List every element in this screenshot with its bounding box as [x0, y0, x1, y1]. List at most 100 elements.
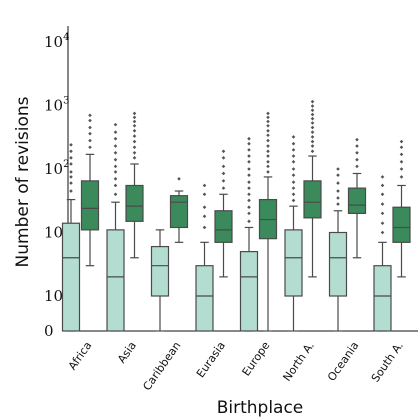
outlier-point [113, 192, 118, 197]
outlier-point [247, 211, 251, 216]
outlier-point [399, 167, 404, 171]
outlier-point [266, 119, 270, 124]
y-tick-label: 104 [44, 32, 69, 51]
outlier-point [399, 139, 404, 144]
outlier-point [291, 159, 296, 164]
box [303, 180, 322, 219]
outlier-point [310, 130, 315, 134]
box [106, 229, 125, 332]
outlier-point [113, 150, 118, 155]
outlier-point [69, 149, 73, 154]
outlier-point [247, 148, 251, 152]
outlier-point [69, 143, 73, 147]
outlier-point [336, 167, 340, 171]
boxes [61, 99, 411, 332]
box [284, 229, 303, 297]
x-tick-label: Asia [115, 339, 139, 365]
outlier-point [221, 171, 226, 176]
outlier-point [113, 122, 118, 127]
box [239, 251, 259, 332]
outlier-point [310, 108, 315, 113]
outlier-point [266, 154, 270, 158]
outlier-point [202, 192, 207, 197]
outlier-point [291, 141, 296, 146]
outlier-point [310, 112, 315, 117]
outlier-point [247, 180, 251, 184]
outlier-point [336, 202, 340, 206]
outlier-point [291, 154, 296, 158]
outlier-point [336, 196, 340, 200]
outlier-point [266, 170, 270, 174]
box [392, 206, 411, 243]
box [347, 187, 367, 214]
outlier-point [310, 99, 315, 104]
box [150, 245, 170, 297]
outlier-point [266, 133, 270, 138]
outlier-point [266, 111, 270, 116]
y-axis-label: Number of revisions [13, 96, 33, 267]
outlier-point [291, 198, 296, 203]
outlier-point [132, 123, 137, 128]
outlier-point [291, 192, 296, 197]
outlier-point [221, 149, 226, 154]
outlier-point [132, 156, 137, 160]
outlier-point [221, 186, 226, 190]
outlier-point [247, 154, 251, 158]
outlier-point [88, 125, 92, 130]
outlier-point [355, 137, 359, 142]
outlier-point [380, 230, 385, 235]
box [80, 180, 100, 231]
outlier-point [291, 167, 296, 171]
outlier-point [310, 104, 315, 108]
outlier-point [221, 179, 226, 183]
outlier-point [355, 157, 359, 162]
outlier-point [266, 138, 270, 143]
outlier-point [266, 164, 270, 169]
outlier-point [113, 183, 118, 188]
x-tick-label: North A. [280, 339, 317, 383]
outlier-point [247, 205, 251, 210]
outlier-point [310, 121, 315, 125]
outlier-point [69, 181, 73, 185]
outlier-point [113, 177, 118, 181]
box [214, 210, 233, 243]
x-tick-label: Eurasia [194, 339, 228, 380]
outlier-point [88, 113, 92, 118]
outlier-point [132, 134, 137, 138]
outlier-point [132, 119, 137, 124]
outlier-point [247, 198, 251, 203]
x-tick-labels: Africa Asia Caribbean Eurasia Europe North A.… [66, 339, 406, 393]
outlier-point [291, 148, 296, 152]
outlier-point [380, 202, 385, 206]
outlier-point [113, 170, 118, 174]
outlier-point [247, 192, 251, 197]
outlier-point [310, 116, 315, 121]
outlier-point [266, 159, 270, 164]
outlier-point [69, 175, 73, 179]
outlier-point [202, 205, 207, 210]
outlier-point [291, 135, 296, 139]
box [169, 195, 189, 229]
outlier-point [132, 128, 137, 133]
outlier-point [310, 125, 315, 130]
outlier-point [380, 192, 385, 197]
x-tick-label: South A. [369, 339, 406, 384]
outlier-point [399, 152, 404, 157]
outlier-point [132, 145, 137, 150]
outlier-point [202, 183, 207, 188]
outlier-point [247, 173, 251, 177]
outlier-point [291, 173, 296, 177]
outlier-point [132, 115, 137, 120]
outlier-point [202, 214, 207, 219]
outlier-point [310, 135, 315, 139]
outlier-point [132, 111, 137, 116]
outlier-point [247, 219, 251, 224]
outlier-point [336, 181, 340, 185]
outlier-point [69, 162, 73, 166]
outlier-point [88, 145, 92, 150]
outlier-point [266, 149, 270, 154]
outlier-point [310, 149, 315, 154]
outlier-point [380, 211, 385, 216]
outlier-point [132, 139, 137, 144]
